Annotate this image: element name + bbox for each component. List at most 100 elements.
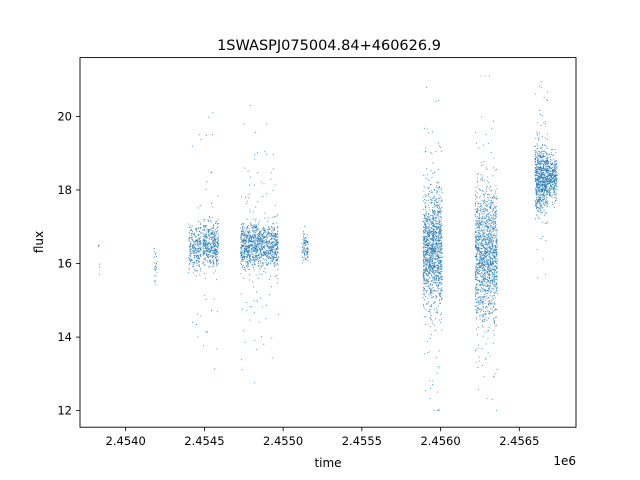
data-point bbox=[476, 289, 478, 291]
data-point bbox=[440, 228, 442, 230]
data-point bbox=[246, 235, 248, 237]
data-point bbox=[540, 200, 542, 202]
data-point bbox=[490, 202, 492, 204]
data-point bbox=[275, 264, 277, 266]
data-point bbox=[475, 245, 477, 247]
data-point bbox=[198, 265, 200, 267]
data-point bbox=[438, 410, 440, 412]
data-point bbox=[203, 245, 205, 247]
data-point bbox=[264, 230, 266, 232]
data-point bbox=[269, 243, 271, 246]
data-point bbox=[483, 274, 485, 276]
data-point bbox=[259, 230, 261, 232]
data-point bbox=[196, 270, 199, 272]
data-point bbox=[189, 245, 191, 247]
data-point bbox=[436, 274, 438, 276]
data-point bbox=[440, 146, 442, 148]
data-point bbox=[425, 268, 427, 271]
data-point bbox=[489, 313, 491, 315]
data-point bbox=[246, 257, 248, 259]
data-point bbox=[263, 226, 265, 228]
data-point bbox=[261, 234, 264, 236]
data-point bbox=[301, 246, 303, 248]
data-point bbox=[212, 206, 214, 208]
data-point bbox=[436, 202, 439, 204]
data-point bbox=[240, 242, 242, 244]
data-point bbox=[480, 238, 482, 240]
data-point bbox=[245, 234, 247, 237]
data-point bbox=[428, 214, 430, 216]
data-point bbox=[482, 213, 484, 215]
data-point bbox=[480, 309, 482, 311]
data-point bbox=[489, 220, 491, 222]
data-point bbox=[264, 254, 266, 256]
data-point bbox=[480, 275, 482, 277]
data-point bbox=[437, 228, 439, 230]
data-point bbox=[202, 240, 204, 242]
data-point bbox=[491, 308, 493, 311]
data-point bbox=[546, 204, 548, 206]
data-point bbox=[212, 217, 214, 219]
data-point bbox=[484, 311, 487, 313]
data-point bbox=[261, 264, 263, 267]
data-point bbox=[258, 236, 261, 238]
data-point bbox=[431, 232, 433, 234]
data-point bbox=[438, 221, 441, 223]
data-point bbox=[245, 246, 247, 248]
data-point bbox=[493, 235, 496, 237]
data-point bbox=[193, 247, 196, 249]
data-point bbox=[435, 258, 437, 260]
data-point bbox=[435, 216, 437, 218]
data-point bbox=[481, 272, 483, 274]
data-point bbox=[433, 203, 435, 205]
data-point bbox=[433, 281, 435, 283]
data-point bbox=[438, 188, 440, 190]
data-point bbox=[430, 227, 433, 229]
data-point bbox=[427, 178, 429, 180]
data-point bbox=[538, 109, 540, 112]
data-point bbox=[487, 241, 489, 243]
data-point bbox=[437, 231, 439, 233]
data-point bbox=[246, 264, 248, 266]
data-point bbox=[423, 277, 425, 279]
data-point bbox=[479, 206, 481, 208]
data-point bbox=[439, 207, 441, 209]
data-point bbox=[423, 259, 425, 261]
data-point bbox=[482, 253, 484, 256]
data-point bbox=[494, 206, 496, 208]
data-point bbox=[474, 237, 476, 239]
data-point bbox=[257, 246, 259, 248]
data-point bbox=[261, 233, 263, 235]
data-point bbox=[477, 269, 479, 271]
data-point bbox=[477, 220, 479, 223]
data-point bbox=[433, 410, 435, 412]
data-point bbox=[270, 263, 272, 265]
data-point bbox=[489, 259, 491, 261]
data-point bbox=[428, 209, 430, 211]
data-point bbox=[242, 244, 245, 246]
data-point bbox=[260, 265, 262, 267]
data-point bbox=[536, 131, 538, 133]
data-point bbox=[483, 314, 485, 316]
data-point bbox=[204, 258, 206, 260]
data-point bbox=[476, 242, 478, 244]
data-point bbox=[486, 262, 488, 264]
data-point bbox=[423, 243, 425, 245]
data-point bbox=[541, 204, 543, 207]
data-point bbox=[491, 201, 493, 203]
data-point bbox=[496, 258, 498, 260]
data-point bbox=[423, 235, 425, 237]
data-point bbox=[544, 121, 546, 123]
data-point bbox=[539, 174, 541, 176]
data-point bbox=[275, 256, 277, 258]
data-point bbox=[190, 251, 192, 253]
data-point bbox=[440, 150, 442, 152]
data-point bbox=[490, 207, 492, 209]
data-point bbox=[426, 239, 428, 241]
data-point bbox=[203, 218, 205, 220]
data-point bbox=[247, 233, 249, 235]
data-point bbox=[263, 242, 265, 244]
data-point bbox=[247, 261, 249, 263]
data-point bbox=[422, 236, 424, 238]
data-point bbox=[488, 267, 490, 269]
